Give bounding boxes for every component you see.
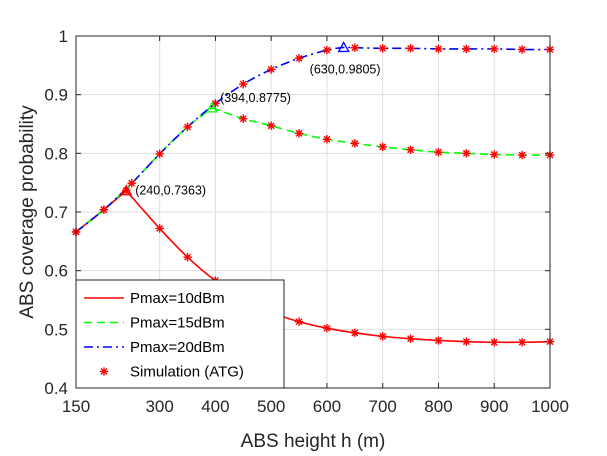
simulation-marker (322, 135, 332, 144)
y-tick-label: 0.6 (44, 262, 68, 281)
y-tick-label: 0.4 (44, 379, 68, 398)
legend-swatch (99, 367, 109, 376)
x-tick-labels: 150 300 400 500 600 700 800 900 1000 (62, 397, 569, 416)
simulation-marker (406, 334, 415, 343)
simulation-marker (294, 317, 304, 326)
simulation-marker (266, 121, 276, 130)
simulation-marker (350, 43, 360, 52)
simulation-marker (155, 224, 164, 233)
simulation-marker (294, 54, 304, 63)
simulation-marker (322, 45, 332, 55)
x-tick-label: 500 (257, 397, 285, 416)
simulation-marker (462, 149, 471, 158)
simulation-marker (462, 44, 471, 54)
simulation-marker (350, 328, 360, 338)
peak-marker (120, 184, 133, 196)
x-tick-label: 900 (480, 397, 508, 416)
legend-label: Simulation (ATG) (130, 364, 244, 381)
x-tick-label: 1000 (531, 397, 569, 416)
y-tick-label: 0.7 (44, 203, 68, 222)
peak-marker (337, 41, 350, 53)
annotations: (240,0.7363) (394,0.8775) (630,0.9805) (120, 41, 381, 198)
simulation-marker (239, 79, 248, 89)
simulation-marker (350, 139, 360, 148)
simulation-marker (434, 147, 443, 157)
y-tick-label: 0.5 (44, 320, 68, 339)
x-tick-label: 700 (369, 397, 397, 416)
simulation-marker (183, 252, 192, 262)
simulation-marker (155, 149, 164, 159)
simulation-marker (434, 44, 443, 54)
simulation-marker (266, 65, 276, 74)
simulation-marker (99, 205, 109, 214)
peak-marker (205, 101, 219, 113)
annotation-label: (394,0.8775) (220, 91, 291, 105)
annotation-label: (240,0.7363) (135, 184, 206, 198)
simulation-marker (378, 44, 387, 53)
x-tick-label: 400 (201, 397, 229, 416)
simulation-marker (490, 150, 499, 159)
legend: Pmax=10dBm Pmax=15dBm Pmax=20dBm Simulation… (75, 279, 285, 389)
simulation-marker (490, 44, 499, 54)
simulation-marker (517, 150, 527, 160)
simulation-marker (239, 114, 248, 123)
legend-label: Pmax=15dBm (130, 315, 225, 332)
simulation-marker (378, 142, 387, 152)
y-tick-labels: 0.4 0.5 0.6 0.7 0.8 0.9 1 (44, 27, 68, 398)
simulation-marker (406, 44, 415, 53)
simulation-marker (294, 129, 304, 138)
x-tick-label: 150 (62, 397, 90, 416)
simulation-marker (517, 338, 527, 347)
x-tick-label: 800 (424, 397, 452, 416)
simulation-marker (490, 338, 499, 347)
x-tick-label: 300 (145, 397, 173, 416)
y-tick-label: 0.9 (44, 86, 68, 105)
x-tick-label: 600 (313, 397, 341, 416)
y-axis-label: ABS coverage probability (17, 105, 38, 319)
x-axis-label: ABS height h (m) (241, 431, 386, 452)
plot-frame (75, 35, 551, 389)
simulation-marker (517, 45, 527, 54)
simulation-marker (406, 145, 415, 155)
simulation-marker (462, 337, 471, 346)
simulation-marker (127, 179, 136, 188)
simulation-marker (434, 336, 443, 345)
simulation-marker (322, 323, 332, 333)
simulation-marker (183, 122, 192, 132)
y-tick-label: 1 (59, 27, 68, 46)
annotation-label: (630,0.9805) (310, 62, 381, 76)
y-tick-label: 0.8 (44, 144, 68, 163)
simulation-marker (378, 332, 387, 341)
legend-label: Pmax=20dBm (130, 339, 225, 356)
legend-label: Pmax=10dBm (130, 290, 225, 307)
